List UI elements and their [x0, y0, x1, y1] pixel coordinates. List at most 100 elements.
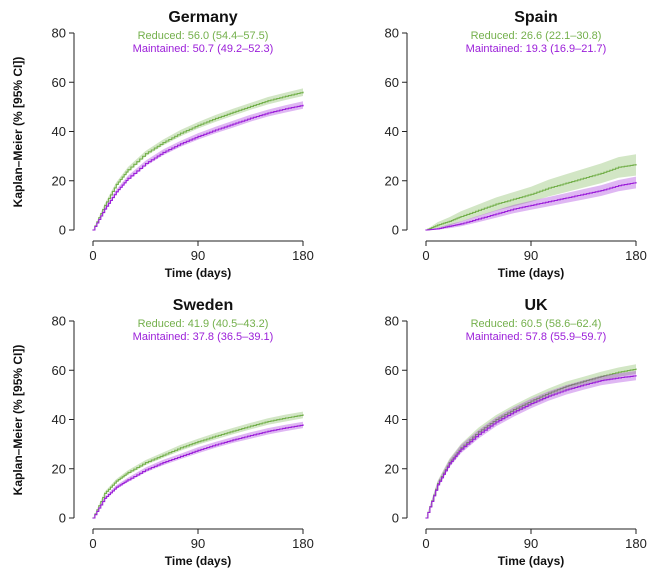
x-tick-label: 180	[292, 536, 314, 551]
panel-spain: 0 20 40 60 80 0 90 180 Time (days) Spain Reduced: …	[385, 9, 647, 280]
data-point-reduced	[162, 142, 164, 144]
data-point-reduced	[437, 482, 439, 485]
data-point-maintained	[92, 229, 94, 231]
data-point-maintained	[197, 135, 199, 137]
y-tick-label: 80	[385, 26, 399, 41]
data-point-maintained	[162, 151, 164, 153]
legend-entry-maintained: Maintained: 50.7 (49.2–52.3)	[133, 43, 274, 55]
data-point-reduced	[214, 435, 217, 437]
y-tick-label: 40	[52, 412, 66, 427]
y-tick-label: 60	[52, 75, 66, 90]
data-point-reduced	[162, 454, 164, 456]
data-point-maintained	[448, 225, 450, 227]
data-point-maintained	[162, 462, 164, 464]
data-point-reduced	[115, 183, 117, 185]
legend-entry-reduced: Reduced: 60.5 (58.6–62.4)	[471, 318, 602, 330]
data-point-reduced	[232, 111, 234, 113]
data-point-reduced	[179, 132, 182, 134]
legend-entry-maintained: Maintained: 19.3 (16.9–21.7)	[466, 43, 607, 55]
data-point-maintained	[547, 395, 550, 397]
data-point-reduced	[582, 177, 585, 179]
km-line-reduced	[426, 369, 637, 519]
data-point-maintained	[115, 486, 117, 488]
data-point-reduced	[600, 172, 602, 174]
data-point-maintained	[512, 411, 515, 413]
data-point-maintained	[104, 497, 106, 499]
x-tick-label: 90	[191, 248, 205, 263]
data-point-maintained	[115, 191, 117, 193]
x-tick-label: 0	[422, 248, 429, 263]
data-point-reduced	[249, 105, 252, 107]
data-point-maintained	[249, 117, 252, 119]
data-point-reduced	[197, 124, 199, 126]
data-point-maintained	[512, 208, 515, 210]
data-point-maintained	[437, 228, 439, 230]
y-tick-label: 60	[385, 75, 399, 90]
data-point-reduced	[565, 182, 567, 184]
x-tick-label: 180	[292, 248, 314, 263]
x-tick-label: 0	[89, 248, 96, 263]
data-point-reduced	[302, 91, 304, 93]
data-point-maintained	[600, 380, 602, 382]
data-point-reduced	[460, 447, 462, 449]
data-point-reduced	[437, 224, 439, 226]
data-point-reduced	[144, 462, 147, 464]
data-point-reduced	[512, 198, 515, 200]
y-tick-label: 60	[385, 363, 399, 378]
data-point-reduced	[547, 187, 550, 189]
y-tick-label: 80	[52, 314, 66, 329]
data-point-maintained	[104, 208, 106, 210]
data-point-maintained	[284, 108, 287, 110]
y-tick-label: 20	[385, 461, 399, 476]
data-point-reduced	[284, 417, 287, 419]
data-point-maintained	[284, 427, 287, 429]
data-point-reduced	[617, 166, 620, 168]
data-point-maintained	[495, 213, 497, 215]
panel-title: Spain	[514, 9, 558, 26]
data-point-maintained	[425, 517, 427, 519]
data-point-reduced	[530, 193, 532, 195]
data-point-reduced	[512, 409, 515, 411]
data-point-maintained	[249, 434, 252, 437]
y-tick-label: 0	[59, 223, 66, 238]
panel-title: Germany	[168, 9, 237, 26]
data-point-reduced	[477, 209, 480, 211]
y-tick-label: 20	[52, 461, 66, 476]
ci-band-maintained	[93, 101, 303, 230]
data-point-maintained	[530, 204, 532, 206]
x-axis-title: Time (days)	[498, 266, 564, 280]
x-tick-label: 90	[524, 248, 538, 263]
data-point-maintained	[495, 421, 497, 423]
data-point-reduced	[477, 431, 480, 433]
x-axis-title: Time (days)	[498, 554, 564, 568]
y-tick-label: 60	[52, 363, 66, 378]
x-tick-label: 0	[89, 536, 96, 551]
km-line-maintained	[93, 105, 304, 231]
y-tick-label: 40	[385, 124, 399, 139]
x-tick-label: 0	[422, 536, 429, 551]
y-tick-label: 20	[385, 173, 399, 188]
data-point-maintained	[302, 424, 304, 426]
data-point-reduced	[635, 368, 637, 370]
data-point-maintained	[232, 439, 234, 441]
data-point-reduced	[495, 418, 497, 421]
x-tick-label: 90	[524, 536, 538, 551]
data-point-maintained	[565, 197, 567, 199]
data-point-reduced	[582, 380, 585, 382]
data-point-maintained	[197, 449, 199, 451]
data-point-maintained	[179, 455, 182, 457]
legend-entry-reduced: Reduced: 41.9 (40.5–43.2)	[138, 318, 269, 330]
panel-uk: 0 20 40 60 80 0 90 180 Time (days) UK Reduced: 60.…	[385, 297, 647, 568]
y-axis-title: Kaplan–Meier (% [95% CI])	[11, 57, 25, 208]
data-point-reduced	[197, 441, 199, 443]
data-point-maintained	[477, 433, 480, 435]
data-point-reduced	[115, 480, 117, 482]
data-point-reduced	[127, 471, 129, 473]
x-axis-title: Time (days)	[165, 266, 231, 280]
data-point-reduced	[617, 371, 620, 373]
data-point-maintained	[437, 484, 439, 486]
x-tick-label: 180	[625, 536, 647, 551]
data-point-reduced	[547, 392, 550, 394]
panel-title: Sweden	[173, 297, 233, 314]
data-point-maintained	[179, 143, 182, 145]
